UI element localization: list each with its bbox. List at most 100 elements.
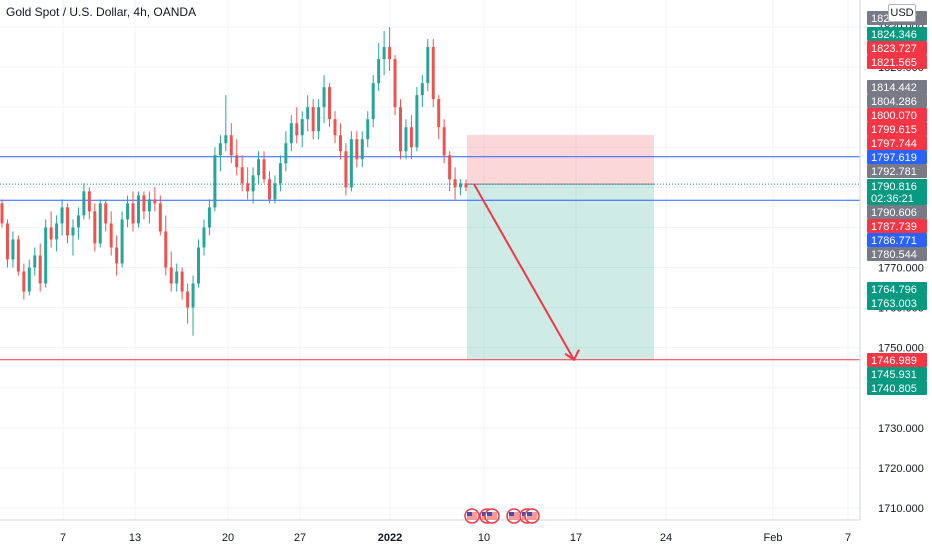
currency-button[interactable]: USD bbox=[888, 4, 916, 22]
take-profit-zone[interactable] bbox=[467, 184, 654, 360]
candle[interactable] bbox=[295, 107, 299, 144]
candle[interactable] bbox=[388, 27, 392, 72]
candle[interactable] bbox=[153, 187, 157, 212]
candle[interactable] bbox=[262, 151, 266, 184]
candle[interactable] bbox=[415, 87, 419, 152]
candle[interactable] bbox=[229, 123, 233, 164]
candle[interactable] bbox=[355, 131, 359, 168]
candle[interactable] bbox=[98, 199, 102, 248]
candle[interactable] bbox=[120, 211, 124, 268]
candle[interactable] bbox=[333, 111, 337, 144]
us-flag-icon[interactable] bbox=[464, 508, 480, 524]
candle[interactable] bbox=[377, 43, 381, 92]
candle[interactable] bbox=[431, 39, 435, 108]
candle[interactable] bbox=[136, 191, 140, 228]
candle[interactable] bbox=[289, 115, 293, 152]
candle[interactable] bbox=[164, 215, 168, 276]
candle[interactable] bbox=[71, 219, 75, 256]
time-axis[interactable] bbox=[0, 520, 860, 550]
candle[interactable] bbox=[16, 235, 20, 276]
price-tag-bg bbox=[867, 282, 927, 296]
candle[interactable] bbox=[328, 83, 332, 128]
candle[interactable] bbox=[180, 267, 184, 300]
candle[interactable] bbox=[82, 183, 86, 220]
candle[interactable] bbox=[398, 99, 402, 160]
us-flag-icon[interactable] bbox=[524, 508, 540, 524]
candle[interactable] bbox=[131, 191, 135, 232]
candle[interactable] bbox=[360, 131, 364, 168]
candle[interactable] bbox=[448, 151, 452, 192]
candle[interactable] bbox=[393, 55, 397, 116]
us-flag-icon[interactable] bbox=[506, 508, 522, 524]
candle[interactable] bbox=[197, 239, 201, 288]
price-tag-label: 1821.565 bbox=[871, 57, 917, 69]
candle[interactable] bbox=[5, 219, 9, 268]
stop-loss-zone[interactable] bbox=[467, 134, 654, 185]
candle[interactable] bbox=[158, 195, 162, 236]
candle[interactable] bbox=[322, 75, 326, 124]
candle[interactable] bbox=[49, 211, 53, 248]
candle[interactable] bbox=[218, 135, 222, 172]
candle[interactable] bbox=[87, 187, 91, 220]
candle[interactable] bbox=[175, 263, 179, 292]
candle-body bbox=[388, 47, 392, 60]
candle[interactable] bbox=[284, 131, 288, 172]
candle[interactable] bbox=[251, 167, 255, 204]
candle[interactable] bbox=[240, 155, 244, 192]
candle[interactable] bbox=[404, 119, 408, 160]
candle[interactable] bbox=[76, 207, 80, 240]
candle[interactable] bbox=[104, 199, 108, 232]
candle[interactable] bbox=[311, 99, 315, 140]
candle[interactable] bbox=[115, 235, 119, 276]
candle[interactable] bbox=[60, 199, 64, 236]
candle[interactable] bbox=[22, 263, 26, 300]
candle[interactable] bbox=[202, 219, 206, 256]
candle[interactable] bbox=[33, 247, 37, 276]
candle[interactable] bbox=[420, 75, 424, 108]
candle[interactable] bbox=[11, 231, 15, 268]
candle[interactable] bbox=[246, 167, 250, 200]
candle[interactable] bbox=[459, 179, 463, 196]
candle[interactable] bbox=[338, 123, 342, 160]
candle[interactable] bbox=[382, 31, 386, 76]
candle[interactable] bbox=[213, 147, 217, 212]
candle[interactable] bbox=[142, 191, 146, 220]
candle[interactable] bbox=[66, 203, 70, 244]
candle[interactable] bbox=[273, 175, 277, 204]
candle[interactable] bbox=[147, 191, 151, 224]
candle[interactable] bbox=[27, 259, 31, 296]
candle[interactable] bbox=[109, 211, 113, 256]
candle[interactable] bbox=[464, 179, 468, 192]
candle[interactable] bbox=[0, 199, 4, 228]
trend-arrow[interactable] bbox=[473, 183, 575, 361]
candle[interactable] bbox=[306, 95, 310, 132]
candle[interactable] bbox=[453, 167, 457, 200]
candle[interactable] bbox=[257, 151, 261, 184]
candle[interactable] bbox=[186, 283, 190, 324]
candle[interactable] bbox=[235, 139, 239, 176]
candle[interactable] bbox=[278, 155, 282, 192]
candle[interactable] bbox=[44, 219, 48, 288]
candle[interactable] bbox=[366, 111, 370, 148]
candle[interactable] bbox=[191, 275, 195, 336]
candle[interactable] bbox=[317, 99, 321, 140]
candle[interactable] bbox=[371, 75, 375, 128]
candle[interactable] bbox=[437, 95, 441, 140]
candle[interactable] bbox=[344, 143, 348, 196]
us-flag-icon[interactable] bbox=[484, 508, 500, 524]
candle[interactable] bbox=[349, 131, 353, 192]
candle[interactable] bbox=[38, 243, 42, 292]
candle[interactable] bbox=[93, 203, 97, 252]
candle[interactable] bbox=[126, 195, 130, 228]
candle[interactable] bbox=[224, 95, 228, 152]
candle[interactable] bbox=[169, 251, 173, 292]
candle[interactable] bbox=[426, 39, 430, 92]
candle[interactable] bbox=[300, 111, 304, 148]
candle[interactable] bbox=[409, 115, 413, 160]
candle[interactable] bbox=[267, 171, 271, 204]
candle[interactable] bbox=[442, 119, 446, 164]
candle[interactable] bbox=[207, 199, 211, 236]
candle[interactable] bbox=[55, 215, 59, 252]
